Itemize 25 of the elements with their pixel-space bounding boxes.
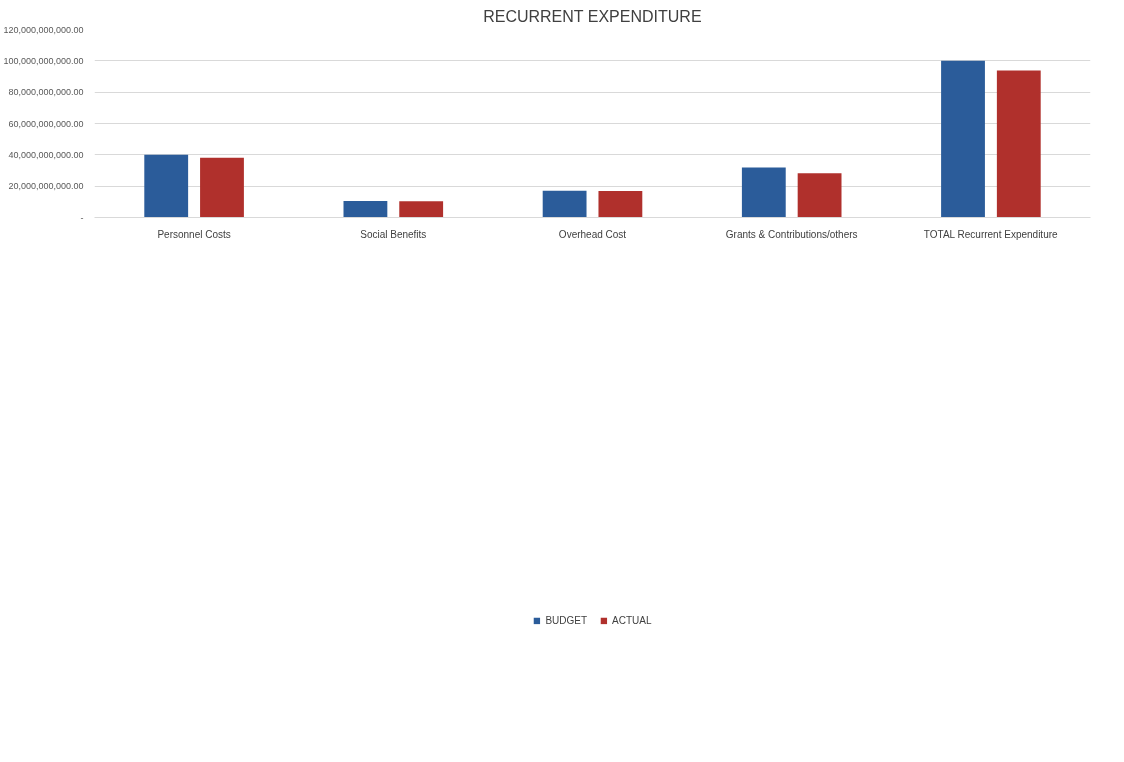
- bar: [941, 60, 985, 218]
- x-tick-label: TOTAL Recurrent Expenditure: [923, 228, 1059, 240]
- bar: [200, 157, 244, 218]
- y-tick-label: 60,000,000,000.00: [8, 118, 84, 129]
- x-tick-label: Social Benefits: [360, 228, 427, 240]
- y-tick-label: 40,000,000,000.00: [8, 149, 84, 160]
- bar: [399, 201, 444, 218]
- y-tick-label: 80,000,000,000.00: [8, 87, 84, 98]
- y-tick-label: 20,000,000,000.00: [8, 181, 84, 192]
- bar: [996, 70, 1041, 218]
- y-tick-label: 120,000,000,000.00: [3, 24, 84, 35]
- y-tick-label: 100,000,000,000.00: [3, 55, 84, 66]
- bar: [741, 167, 786, 218]
- x-tick-label: Personnel Costs: [157, 228, 231, 240]
- x-tick-label: Overhead Cost: [558, 228, 627, 240]
- legend-label: BUDGET: [545, 614, 588, 626]
- bar: [343, 200, 388, 218]
- bar: [144, 154, 189, 218]
- bar: [598, 191, 643, 218]
- legend-label: ACTUAL: [612, 614, 652, 626]
- x-tick-label: Grants & Contributions/others: [725, 228, 858, 240]
- chart-title: RECURRENT EXPENDITURE: [483, 7, 702, 25]
- y-tick-label: -: [80, 212, 84, 223]
- bar: [797, 173, 842, 218]
- bar: [542, 190, 587, 218]
